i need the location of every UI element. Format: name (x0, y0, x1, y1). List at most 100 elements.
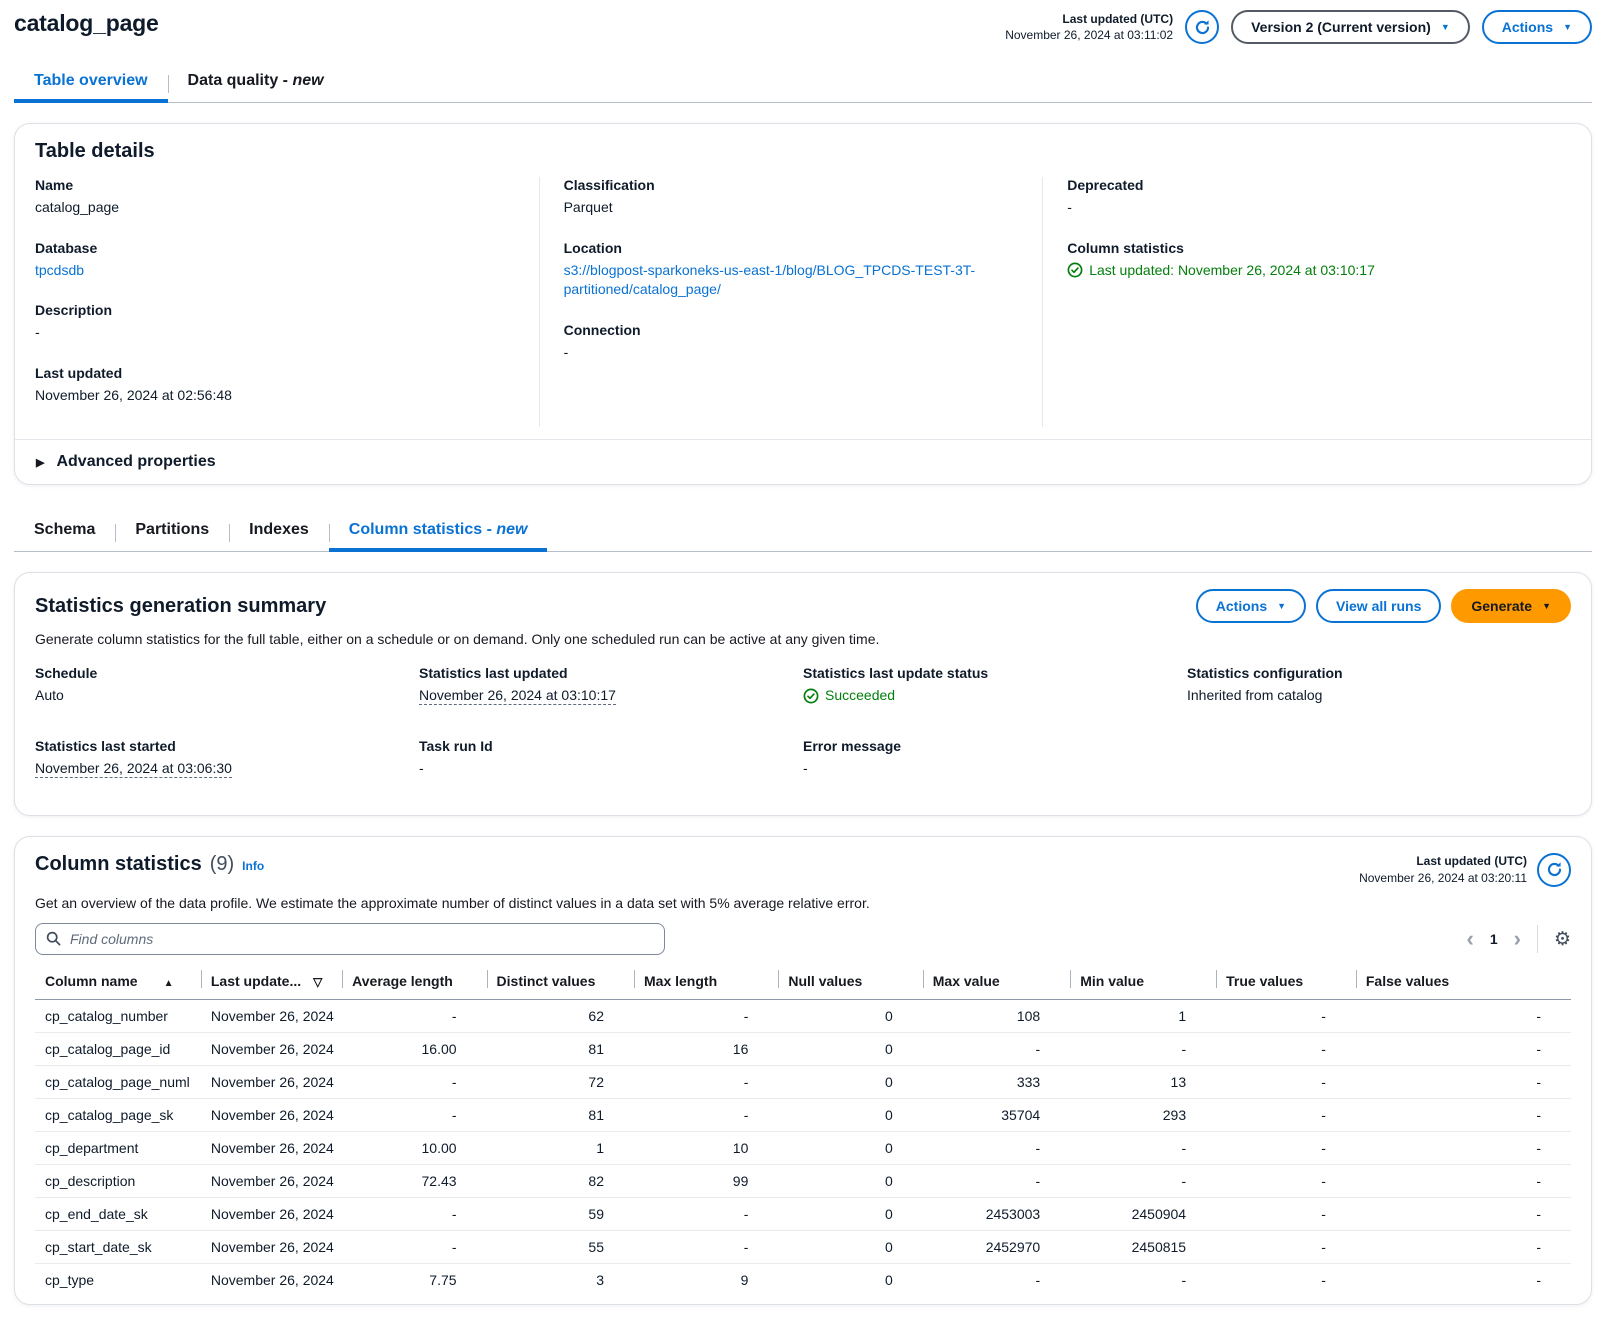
cell: - (1216, 1131, 1356, 1165)
column-header-false-values[interactable]: False values (1355, 968, 1571, 1000)
cell: - (1216, 1065, 1356, 1099)
field-classification: Classification Parquet (564, 177, 1019, 218)
view-all-runs-button[interactable]: View all runs (1316, 589, 1442, 624)
cell: 0 (778, 1197, 923, 1231)
column-header-null-values[interactable]: Null values (778, 968, 923, 1000)
chevron-down-icon: ▼ (1563, 21, 1572, 32)
cell: - (1216, 1032, 1356, 1066)
tab-column-statistics[interactable]: Column statistics - new (328, 511, 548, 553)
cell: 108 (922, 999, 1071, 1033)
column-header-column-name[interactable]: Column name ▲ (35, 968, 201, 1000)
cell: - (1321, 1271, 1326, 1288)
column-header-true-values[interactable]: True values (1216, 968, 1356, 1000)
field-value: - (803, 759, 808, 776)
version-selector[interactable]: Version 2 (Current version) ▼ (1231, 10, 1470, 44)
summary-actions-button[interactable]: Actions ▼ (1195, 589, 1307, 624)
field-value: - (563, 343, 569, 360)
cell: 72.43 (342, 1164, 487, 1198)
page-title: catalog_page (14, 10, 159, 36)
field-label: Schedule (35, 665, 98, 682)
cell-column-name: cp_type (45, 1271, 95, 1288)
tab-partitions[interactable]: Partitions (115, 511, 229, 551)
previous-page-button[interactable]: ‹ (1466, 925, 1474, 951)
field-label: Database (35, 239, 98, 256)
cell: 2453003 (922, 1197, 1071, 1231)
cell: 0 (884, 1271, 893, 1288)
tab-new-badge: new (496, 521, 528, 539)
tab-data-quality[interactable]: Data quality - new (167, 62, 344, 102)
next-page-button[interactable]: › (1513, 925, 1521, 951)
table-refresh-button[interactable] (1537, 852, 1571, 887)
generate-button[interactable]: Generate ▼ (1451, 589, 1571, 624)
field-label: Statistics last update status (803, 665, 989, 682)
settings-gear-icon[interactable]: ⚙ (1553, 927, 1571, 950)
field-statistics-last-updated: Statistics last updated November 26, 2024… (419, 665, 803, 706)
column-header-last-update[interactable]: Last update... ▽ (200, 968, 343, 1000)
cell: - (1181, 1271, 1187, 1288)
cell: 82 (486, 1164, 634, 1198)
column-header-max-length[interactable]: Max length (634, 968, 779, 1000)
field-label: Task run Id (419, 737, 493, 754)
cell: 333 (922, 1065, 1071, 1099)
cell: 0 (778, 1065, 923, 1099)
database-link[interactable]: tpcdsdb (35, 261, 85, 278)
actions-button-label: Actions (1501, 19, 1554, 35)
table-last-updated-label: Last updated (UTC) (1416, 854, 1527, 869)
cell: 2452970 (922, 1230, 1071, 1264)
field-label: Error message (803, 737, 902, 754)
field-label: Name (35, 177, 74, 193)
field-label: Statistics last updated (419, 665, 568, 682)
cell: - (1355, 1098, 1571, 1132)
field-label: Connection (563, 321, 641, 338)
cell: November 26, 2024 (200, 1098, 343, 1132)
cell: - (1355, 1230, 1571, 1264)
table-details-card: Table details Name catalog_page Database tp… (14, 123, 1592, 486)
tab-indexes[interactable]: Indexes (229, 511, 329, 551)
cell: 2450904 (1070, 1197, 1217, 1231)
column-header-min-value[interactable]: Min value (1070, 968, 1217, 1000)
cell: - (1355, 1032, 1571, 1066)
cell: 7.75 (429, 1271, 457, 1288)
status-success: Succeeded (803, 686, 1187, 706)
page-header: catalog_page Last updated (UTC) November… (14, 8, 1592, 44)
view-all-runs-label: View all runs (1336, 598, 1422, 615)
advanced-properties-toggle[interactable]: ▶ Advanced properties (15, 439, 1591, 484)
info-link[interactable]: Info (242, 858, 265, 873)
field-label: Statistics last started (35, 737, 176, 754)
column-header-max-value[interactable]: Max value (922, 968, 1071, 1000)
tab-schema[interactable]: Schema (34, 521, 96, 539)
cell-column-name: cp_catalog_number (35, 999, 201, 1033)
cell: - (634, 1098, 779, 1132)
table-details-title: Table details (35, 140, 155, 162)
table-row: cp_start_date_sk November 26, 2024-55-0 24… (35, 1230, 1571, 1264)
field-value: - (1067, 199, 1072, 215)
field-value: - (35, 324, 40, 341)
current-page[interactable]: 1 (1489, 930, 1498, 947)
actions-button[interactable]: Actions ▼ (1481, 10, 1592, 44)
column-header-average-length[interactable]: Average length (342, 968, 487, 1000)
cell: - (634, 999, 779, 1033)
search-input[interactable] (35, 922, 665, 955)
filter-icon: ▽ (313, 974, 323, 989)
cell: 72 (486, 1065, 634, 1099)
field-label: Last updated (35, 364, 123, 381)
refresh-icon (1547, 862, 1561, 877)
cell: - (1355, 1065, 1571, 1099)
refresh-button[interactable] (1185, 10, 1220, 44)
location-link[interactable]: s3://blogpost-sparkoneks-us-east-1/blog/… (563, 261, 976, 298)
cell-column-name: cp_department (35, 1131, 201, 1165)
cell: - (922, 1164, 1071, 1198)
cell: - (1355, 1197, 1571, 1231)
cell: 0 (778, 999, 923, 1033)
tab-table-overview[interactable]: Table overview (14, 62, 168, 103)
field-statistics-last-started: Statistics last started November 26, 2024… (35, 738, 419, 779)
field-task-run-id: Task run Id - (419, 738, 803, 779)
tab-new-badge: new (292, 72, 324, 89)
check-circle-icon (1067, 262, 1083, 278)
cell: - (1216, 999, 1356, 1033)
cell: - (1216, 1230, 1356, 1264)
cell: 1 (1070, 999, 1217, 1033)
table-row: cp_catalog_page_sk November 26, 2024-81-0… (35, 1098, 1571, 1132)
field-value: Auto (35, 687, 64, 704)
column-header-distinct-values[interactable]: Distinct values (486, 968, 634, 1000)
